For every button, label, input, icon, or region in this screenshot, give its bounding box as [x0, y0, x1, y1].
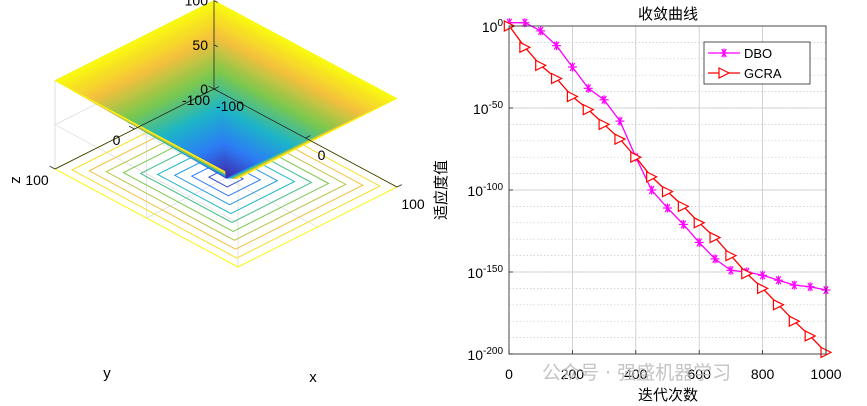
data-point-dbo [536, 26, 546, 36]
x-tick-label: 200 [561, 366, 585, 382]
convergence-tick-labels: 0 200 400 600 800 1000 100 10-50 10-100 10-150 10-… [467, 18, 841, 382]
y-tick-label: 100 [25, 172, 49, 188]
contour-line [122, 124, 330, 232]
data-point-gcra [677, 200, 690, 213]
data-point-gcra [725, 249, 738, 262]
data-point-gcra [661, 185, 674, 198]
convergence-x-label: 迭代次数 [638, 386, 698, 404]
data-point-dbo [805, 282, 815, 292]
convergence-y-label: 适应度值 [432, 160, 450, 220]
data-point-gcra [630, 151, 643, 164]
data-point-dbo [726, 265, 736, 275]
data-point-gcra [693, 216, 706, 229]
y-tick-label: 10-100 [467, 182, 503, 199]
data-point-gcra [772, 298, 785, 311]
contour-line [156, 141, 296, 215]
data-point-gcra [804, 329, 817, 342]
x-tick-label: 0 [318, 147, 326, 163]
data-point-dbo [615, 116, 625, 126]
data-point-dbo [758, 270, 768, 280]
contour-line [105, 115, 347, 241]
contour-line [71, 97, 381, 259]
z-tick-mark [213, 0, 218, 3]
watermark-text: 公众号 · 强盛机器学习 [542, 362, 731, 384]
x-tick-label: 600 [688, 366, 712, 382]
data-point-gcra [535, 59, 548, 72]
legend-label-dbo: DBO [744, 46, 772, 61]
z-tick-label: 50 [192, 37, 208, 53]
y-tick-label: 10-200 [467, 346, 503, 363]
z-tick-label: 0 [200, 81, 208, 97]
x-tick-mark [305, 135, 311, 139]
data-point-gcra [614, 133, 627, 146]
data-point-gcra [756, 282, 769, 295]
data-point-gcra [741, 267, 754, 280]
legend-marker-shape [718, 67, 731, 79]
y-tick-mark [128, 125, 135, 130]
z-tick-label: 100 [185, 0, 209, 9]
data-point-gcra [709, 231, 722, 244]
x-tick-label: 400 [624, 366, 648, 382]
data-point-dbo [520, 18, 530, 28]
y-tick-mark [49, 165, 56, 170]
convergence-plot: 收敛曲线 0 200 400 600 800 1000 100 10-50 10-100 10-1… [432, 5, 842, 404]
data-point-dbo [567, 62, 577, 72]
z-tick-mark [213, 44, 218, 48]
legend-marker-shape [719, 48, 729, 58]
data-point-gcra [566, 90, 579, 103]
y-tick-label: 10-150 [467, 264, 503, 281]
z-tick-mark [213, 88, 218, 92]
x-tick-label: -100 [216, 98, 244, 114]
data-point-gcra [582, 103, 595, 116]
data-point-gcra [598, 118, 611, 131]
legend-label-gcra: GCRA [744, 66, 782, 81]
x-tick-mark [396, 184, 402, 188]
data-point-dbo [599, 95, 609, 105]
data-point-dbo [663, 203, 672, 213]
x-tick-mark [213, 86, 219, 90]
series-dbo [504, 18, 831, 295]
data-point-dbo [583, 83, 593, 93]
surface-axes [49, 0, 402, 188]
y-tick-label: 10-50 [473, 100, 503, 117]
data-point-dbo [694, 237, 704, 247]
convergence-title: 收敛曲线 [638, 5, 698, 23]
x-tick-label: 0 [505, 366, 513, 382]
surface-band [237, 98, 398, 179]
series-gcra [503, 20, 833, 359]
y-tick-mark [208, 85, 215, 90]
data-point-dbo [552, 41, 562, 51]
pyramid-surface [54, 0, 398, 179]
y-tick-label: -100 [182, 92, 210, 108]
contour-line [173, 150, 279, 206]
data-point-dbo [647, 185, 657, 195]
legend-marker-dbo [719, 48, 729, 58]
convergence-series [503, 18, 833, 359]
x-tick-label: 100 [401, 196, 425, 212]
legend: DBO GCRA [703, 41, 811, 85]
data-point-dbo [678, 219, 688, 229]
legend-marker-gcra [718, 67, 731, 79]
x-tick-label: 1000 [810, 366, 841, 382]
data-point-gcra [646, 170, 658, 183]
data-point-gcra [550, 72, 563, 85]
contour-line [139, 132, 313, 224]
data-point-dbo [773, 275, 783, 285]
legend-box [703, 41, 811, 85]
contour-line [88, 106, 364, 250]
data-point-dbo [789, 280, 799, 290]
y-axis-label: y [103, 365, 111, 382]
y-tick-label: 100 [482, 18, 504, 35]
y-tick-label: 0 [113, 132, 121, 148]
x-axis-label: x [309, 369, 317, 386]
data-point-gcra [788, 315, 801, 328]
data-point-gcra [519, 41, 532, 54]
z-axis-label: z [7, 176, 24, 184]
x-tick-label: 800 [751, 366, 775, 382]
data-point-dbo [710, 254, 720, 264]
